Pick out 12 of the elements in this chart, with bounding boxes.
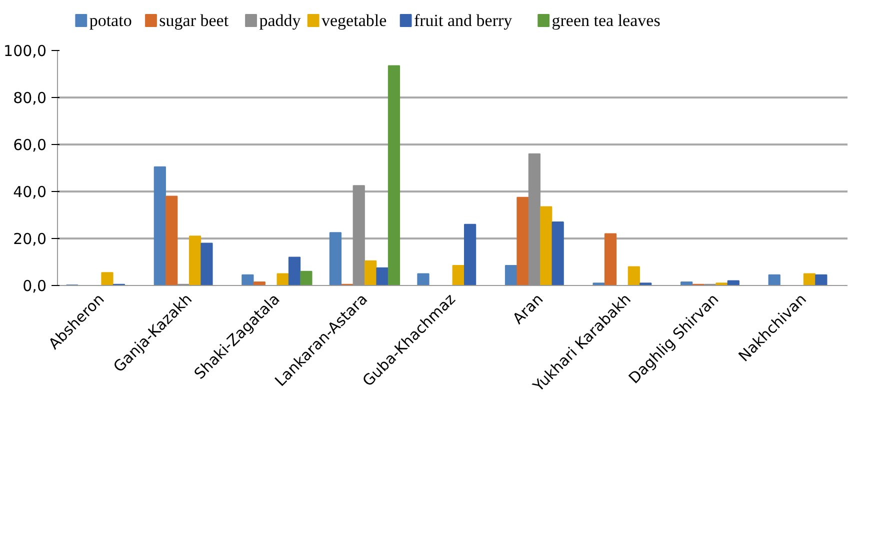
y-tick-label: 80,0: [13, 89, 47, 107]
y-tick-label: 60,0: [13, 136, 47, 154]
y-tick-label: 100,0: [4, 42, 47, 60]
legend-label: potato: [89, 11, 132, 30]
legend-label: sugar beet: [159, 11, 229, 30]
legend-label: green tea leaves: [552, 11, 660, 30]
y-tick-label: 20,0: [13, 230, 47, 248]
legend-label: vegetable: [322, 11, 387, 30]
legend-label: fruit and berry: [414, 11, 513, 30]
legend-label: paddy: [259, 11, 302, 30]
y-tick-label: 40,0: [13, 183, 47, 201]
y-tick-label: 0,0: [22, 277, 47, 295]
